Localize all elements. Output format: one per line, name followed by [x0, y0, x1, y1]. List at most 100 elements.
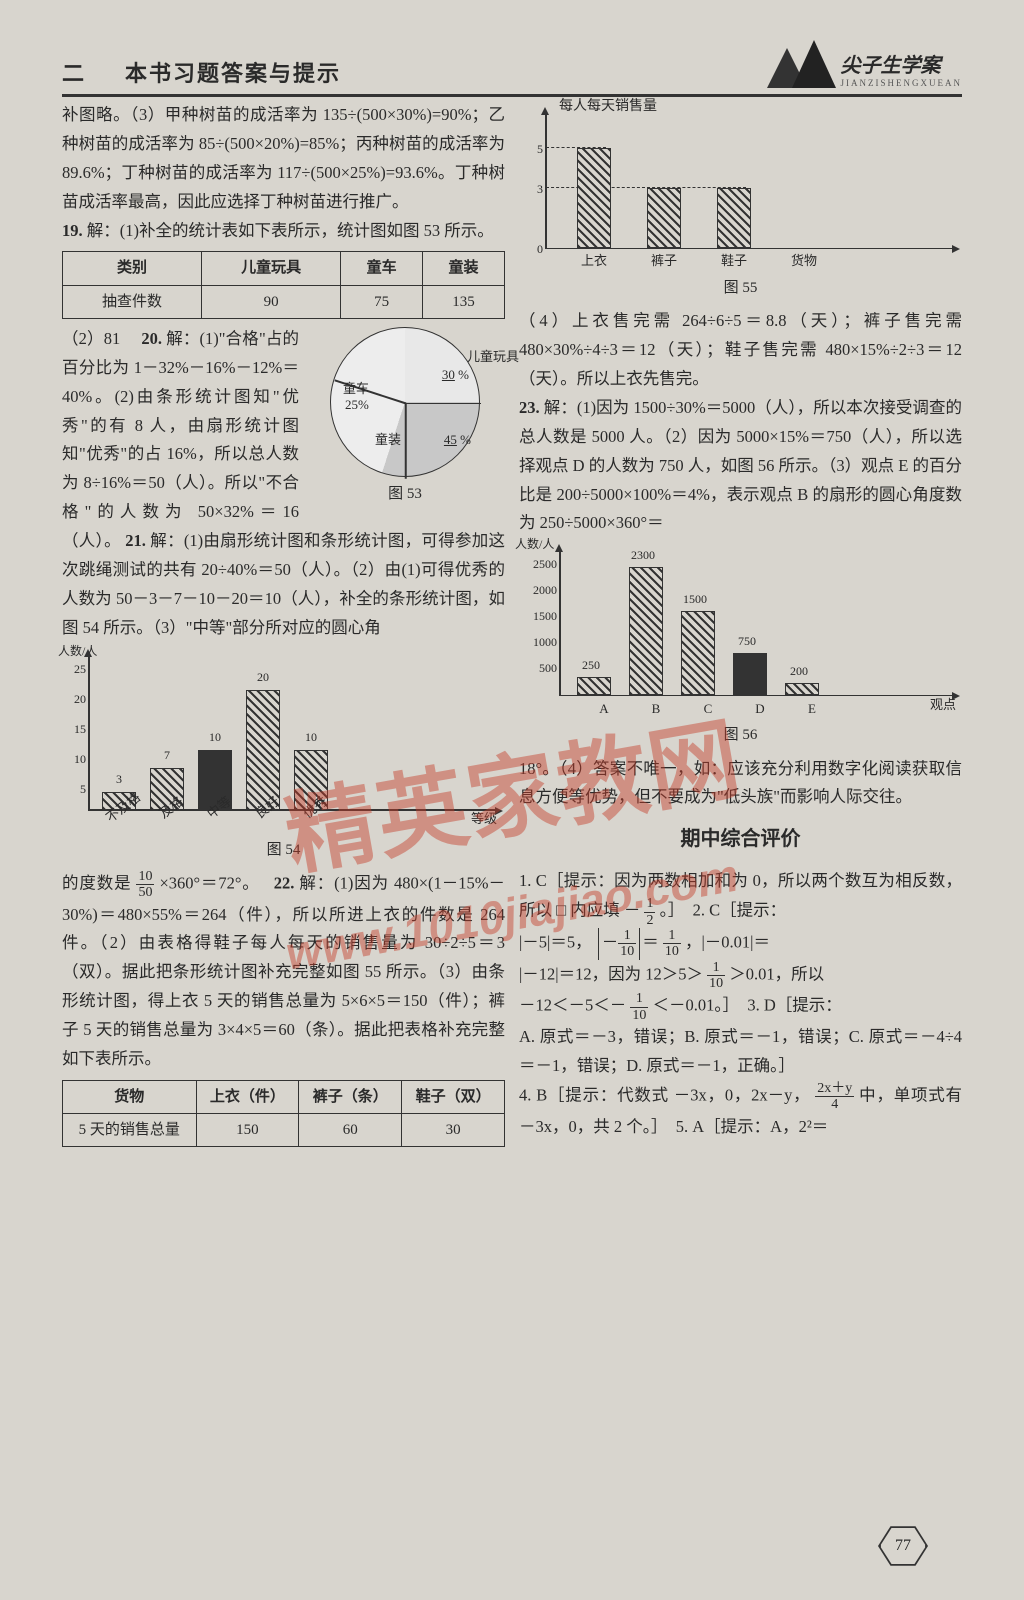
q22-cont: （4）上衣售完需 264÷6÷5＝8.8（天）；裤子售完需 480×30%÷4÷… — [519, 307, 962, 394]
t1-h2: 童车 — [341, 252, 423, 285]
q2-e: －12＜－5＜－ — [519, 996, 626, 1015]
para-1: 补图略。（3）甲种树苗的成活率为 135÷(500×30%)=90%；乙种树苗的… — [62, 101, 505, 217]
c55-bar2 — [717, 188, 751, 248]
t2-h0: 货物 — [63, 1080, 197, 1113]
q21-cont-a: 的度数是 — [62, 873, 136, 892]
c54-yt4: 5 — [62, 779, 86, 800]
frac-1-10c: 110 — [630, 991, 648, 1023]
t2-h2: 裤子（条） — [299, 1080, 402, 1113]
frac-1-10b: 110 — [707, 960, 725, 992]
c55-yt0: 5 — [519, 139, 543, 160]
q20-pre: （2）81 — [62, 329, 137, 348]
t1-c2: 135 — [423, 285, 505, 318]
frac-1-10-r: 110 — [663, 928, 681, 960]
q22-label: 22. — [274, 873, 295, 892]
c56-v3: 750 — [727, 631, 767, 652]
abs-1-10: －110 — [598, 928, 641, 960]
t2-c2: 30 — [402, 1114, 505, 1147]
c56-v0: 250 — [571, 655, 611, 676]
q23-label: 23. — [519, 398, 540, 417]
c56-ylabel: 人数/人 — [515, 534, 554, 555]
midterm-q2e: －12＜－5＜－ 110 ＜－0.01。］ 3. D［提示： — [519, 991, 962, 1023]
c56-v1: 2300 — [623, 545, 663, 566]
page-number-badge: 77 — [926, 1540, 976, 1584]
frac-2xy: 2x＋y4 — [815, 1081, 854, 1113]
q21-label: 21. — [125, 531, 146, 550]
bar-chart-56: 人数/人 2500 2000 1500 1000 500 250 2300 15… — [519, 548, 962, 718]
midterm-q2c: |－12|＝12，因为 12＞5＞ 110 ＞0.01，所以 — [519, 960, 962, 992]
brand-name: 尖子生学案 — [841, 55, 941, 77]
t1-h0: 类别 — [63, 252, 202, 285]
chapter-number: 二 — [62, 61, 86, 86]
q20-text: 解：(1)"合格"占的百分比为 1－32%－16%－12%＝40%。(2)由条形… — [62, 329, 299, 550]
table-1: 类别 儿童玩具 童车 童装 抽查件数 90 75 135 — [62, 251, 505, 319]
frac-10-50: 1050 — [136, 869, 154, 901]
c56-bar3 — [733, 653, 767, 695]
c55-bar0 — [577, 148, 611, 248]
midterm-q1: 1. C［提示：因为两数相加和为 0，所以两个数互为相反数，所以 □ 内应填 －… — [519, 867, 962, 928]
c56-yt4: 500 — [519, 658, 557, 679]
t2-c0: 150 — [196, 1114, 299, 1147]
c54-yt2: 15 — [62, 719, 86, 740]
c55-xlabel: 货物 — [779, 250, 829, 273]
t1-h1: 儿童玩具 — [202, 252, 341, 285]
c56-x3: D — [735, 698, 785, 721]
pie-toy-label: 儿童玩具 — [467, 346, 519, 369]
pie-graphic: 儿童玩具 30 % 童车 25% 童装 45 % — [330, 327, 480, 477]
fig56-caption: 图 56 — [519, 722, 962, 748]
t1-rl: 抽查件数 — [63, 285, 202, 318]
c54-v1: 7 — [147, 745, 187, 766]
page-header: 二 本书习题答案与提示 尖子生学案 JIANZISHENGXUEAN — [62, 40, 962, 97]
bar-chart-54: 人数/人 25 20 15 10 5 3 7 10 20 10 不及格 及格 — [62, 653, 505, 833]
c56-bar2 — [681, 611, 715, 695]
c55-bar1 — [647, 188, 681, 248]
fig55-caption: 图 55 — [519, 275, 962, 301]
q4-a: 4. B［提示：代数式 －3x，0，2x－y， — [519, 1086, 810, 1105]
c56-bar0 — [577, 677, 611, 695]
c54-yt1: 20 — [62, 689, 86, 710]
c55-x1: 裤子 — [639, 250, 689, 273]
c54-v2: 10 — [195, 727, 235, 748]
q21-cont: 的度数是 1050 ×360°＝72°。 22. 解：(1)因为 480×(1－… — [62, 869, 505, 1074]
midterm-q2: |－5|＝5， －110＝ 110 ，|－0.01|＝ — [519, 928, 962, 960]
q2-b: ，|－0.01|＝ — [685, 933, 770, 952]
t2-h1: 上衣（件） — [196, 1080, 299, 1113]
c56-v2: 1500 — [675, 589, 715, 610]
c56-x0: A — [579, 698, 629, 721]
pie-clothes-label: 童装 — [375, 429, 401, 452]
fig54-caption: 图 54 — [62, 837, 505, 863]
q21-cont-b: ×360°＝72°。 — [159, 873, 268, 892]
q2-c: |－12|＝12，因为 12＞5＞ — [519, 964, 703, 983]
bar-chart-55: 每人每天销售量 5 3 0 上衣 裤子 鞋子 货物 — [519, 111, 962, 271]
midterm-q4: 4. B［提示：代数式 －3x，0，2x－y， 2x＋y4 中，单项式有 －3x… — [519, 1081, 962, 1142]
q23-text: 解：(1)因为 1500÷30%＝5000（人），所以本次接受调查的总人数是 5… — [519, 398, 962, 533]
c56-yt0: 2500 — [519, 554, 557, 575]
t1-c0: 90 — [202, 285, 341, 318]
table-2: 货物 上衣（件） 裤子（条） 鞋子（双） 5 天的销售总量 150 60 30 — [62, 1080, 505, 1148]
midterm-q3: A. 原式＝－3，错误；B. 原式＝－1，错误；C. 原式＝－4÷4＝－1，错误… — [519, 1023, 962, 1081]
c56-x2: C — [683, 698, 733, 721]
c54-xlabel: 等级 — [471, 808, 497, 831]
q19-label: 19. — [62, 221, 83, 240]
brand-pinyin: JIANZISHENGXUEAN — [841, 78, 963, 88]
c54-v4: 10 — [291, 727, 331, 748]
pie-clothes-pct: 45 % — [444, 429, 471, 452]
t2-h3: 鞋子（双） — [402, 1080, 505, 1113]
c54-v3: 20 — [243, 667, 283, 688]
q1-b: 。］ 2. C［提示： — [660, 901, 787, 920]
t1-c1: 75 — [341, 285, 423, 318]
c56-yt2: 1500 — [519, 606, 557, 627]
pie-chart-53: 儿童玩具 30 % 童车 25% 童装 45 % 图 53 — [305, 327, 505, 513]
q22-text: 解：(1)因为 480×(1－15%－30%)＝480×55%＝264（件），所… — [62, 873, 505, 1067]
q20-label: 20. — [141, 329, 162, 348]
fig53-caption: 图 53 — [305, 481, 505, 507]
c55-title: 每人每天销售量 — [559, 95, 657, 120]
t2-rl: 5 天的销售总量 — [63, 1114, 197, 1147]
pie-car-pct: 25% — [345, 394, 369, 417]
c56-xlabel: 观点 — [930, 694, 956, 717]
c56-yt1: 2000 — [519, 580, 557, 601]
c56-bar1 — [629, 567, 663, 695]
chapter-title: 二 本书习题答案与提示 — [62, 56, 341, 88]
frac-1-2: 12 — [644, 896, 655, 928]
chapter-text: 本书习题答案与提示 — [125, 61, 341, 86]
